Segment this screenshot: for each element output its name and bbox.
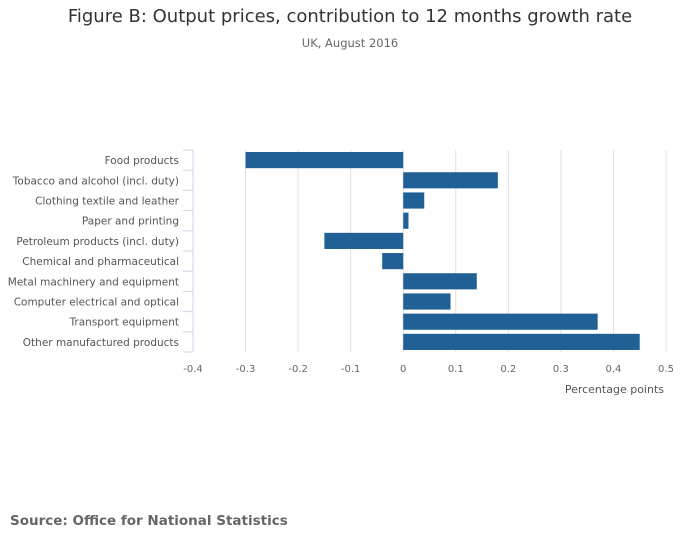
x-tick-label: 0 bbox=[400, 364, 406, 375]
source-note: Source: Office for National Statistics bbox=[10, 513, 288, 529]
x-tick-label: 0.1 bbox=[448, 364, 464, 375]
x-axis-labels: -0.4 -0.3 -0.2 -0.1 0 0.1 0.2 0.3 0.4 0.5 bbox=[183, 364, 674, 375]
y-tick-label: Metal machinery and equipment bbox=[8, 276, 179, 288]
y-tick-label: Computer electrical and optical bbox=[14, 297, 179, 309]
y-tick-label: Paper and printing bbox=[82, 216, 179, 228]
bar bbox=[403, 212, 409, 229]
chart-subtitle: UK, August 2016 bbox=[301, 36, 399, 50]
bars bbox=[245, 152, 640, 350]
x-tick-label: -0.1 bbox=[341, 364, 361, 375]
bar bbox=[403, 333, 640, 350]
bar bbox=[403, 172, 498, 189]
x-tick-label: 0.4 bbox=[605, 364, 621, 375]
bar bbox=[382, 253, 404, 270]
x-tick-label: -0.2 bbox=[288, 364, 308, 375]
bar bbox=[403, 313, 598, 330]
y-axis-labels: Food products Tobacco and alcohol (incl. … bbox=[8, 155, 180, 349]
y-tick-label: Transport equipment bbox=[69, 317, 179, 329]
bar bbox=[403, 273, 477, 290]
x-axis-title: Percentage points bbox=[565, 383, 664, 396]
x-tick-label: 0.3 bbox=[553, 364, 569, 375]
bar bbox=[403, 293, 451, 310]
y-tick-label: Clothing textile and leather bbox=[35, 196, 180, 208]
y-axis bbox=[183, 149, 194, 353]
y-tick-label: Other manufactured products bbox=[23, 337, 179, 349]
bar bbox=[324, 232, 404, 249]
bar bbox=[245, 152, 404, 169]
x-tick-label: -0.3 bbox=[236, 364, 256, 375]
x-tick-label: -0.4 bbox=[183, 364, 203, 375]
x-tick-label: 0.2 bbox=[500, 364, 516, 375]
y-tick-label: Chemical and pharmaceutical bbox=[22, 256, 179, 268]
y-tick-label: Petroleum products (incl. duty) bbox=[16, 236, 179, 248]
chart-title: Figure B: Output prices, contribution to… bbox=[67, 6, 633, 27]
y-tick-label: Food products bbox=[105, 155, 179, 167]
x-tick-label: 0.5 bbox=[658, 364, 674, 375]
y-tick-label: Tobacco and alcohol (incl. duty) bbox=[12, 175, 179, 187]
bar bbox=[403, 192, 425, 209]
